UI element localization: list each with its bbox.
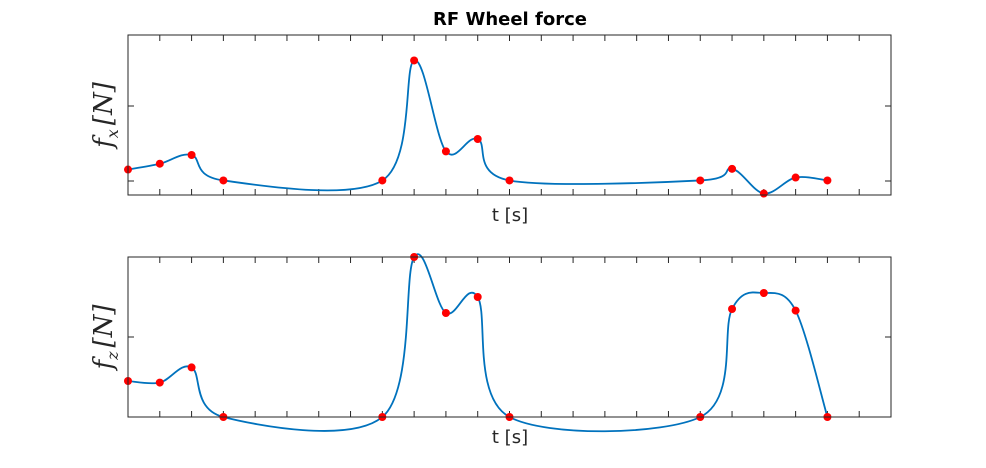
axes-fz-data-point [155,378,164,387]
axes-fz-line-group [127,253,829,433]
axes-fx-data-point [441,147,450,156]
axes-fx-data-point [728,164,737,173]
axes-fz-ylabel: fz[N] [89,304,122,372]
axes-fx-ylabel: fx[N] [89,81,122,150]
axes-fz-data-point [791,306,800,315]
axes-fz-data-point [728,305,737,313]
axes-fx-data-point [696,176,705,185]
axes-fz: t [s] fz[N] [89,253,892,448]
axes-fz-data-point [473,293,482,301]
axes-fz-data-point [187,363,196,372]
axes-fz-data-point [441,309,450,317]
axes-fx-line-group [127,59,828,195]
axes-fx-data-point [759,189,768,198]
axes-fx-data-point [473,135,482,143]
axes-fx-ylabel-unit: [N] [89,81,119,125]
axes-fx-data-point [505,176,514,185]
axes-fz-xlabel: t [s] [492,427,528,448]
chart-title: RF Wheel force [433,9,587,30]
axes-fx: t [s] fx[N] [89,34,892,226]
axes-fx-series-line [127,59,828,195]
axes-fx-data-point [187,151,196,159]
axes-fx-frame [127,34,892,196]
axes-fx-data-point [219,176,228,185]
axes-fx-data-point [791,173,800,182]
axes-fx-data-point [410,56,419,65]
axes-fx-data-point [155,159,164,168]
axes-fx-data-point [378,176,387,185]
axes-fx-xlabel: t [s] [492,205,528,226]
axes-fx-data-point [823,176,832,185]
axes-fz-ylabel-unit: [N] [89,304,119,348]
axes-fz-ylabel-sub: z [103,351,122,361]
axes-fx-ylabel-sub: x [103,129,122,138]
axes-fz-data-point [759,289,768,297]
axes-fz-series-line [127,253,829,433]
axes-fz-frame [127,256,892,418]
